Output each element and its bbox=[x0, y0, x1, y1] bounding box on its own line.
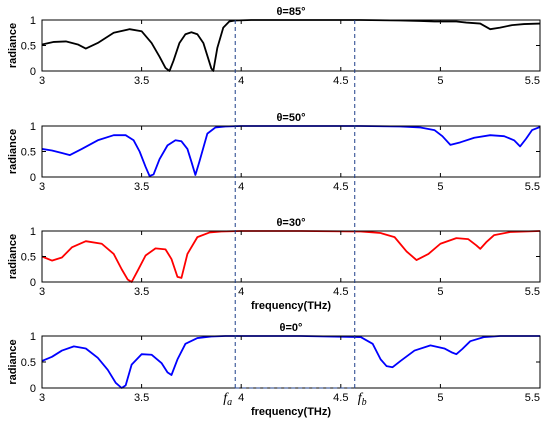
panel-1: 3 3.5 4 4.5 5 5.5 0 0.5 1 radiance θ=85° bbox=[7, 6, 541, 87]
panel-title: θ=85° bbox=[276, 6, 305, 18]
y-axis-label: radiance bbox=[7, 234, 19, 279]
y-axis-label: radiance bbox=[7, 129, 19, 174]
y-tick-label: 0.5 bbox=[21, 357, 36, 369]
x-tick-label: 3 bbox=[39, 75, 45, 87]
radiance-curve bbox=[41, 335, 540, 389]
x-tick-label: 3.5 bbox=[134, 392, 149, 404]
y-tick-label: 1 bbox=[30, 15, 36, 27]
x-tick-label: 4 bbox=[238, 392, 244, 404]
y-tick-label: 1 bbox=[30, 331, 36, 343]
plot-frame bbox=[41, 19, 541, 72]
y-tick-label: 0.5 bbox=[21, 147, 36, 159]
y-tick-label: 0 bbox=[30, 66, 36, 78]
chart-panels: 3 3.5 4 4.5 5 5.5 0 0.5 1 radiance θ=85° 3 3.5 4 4.5 5 5… bbox=[7, 6, 541, 418]
y-tick-label: 1 bbox=[30, 226, 36, 238]
x-tick-label: 4.5 bbox=[333, 392, 348, 404]
panel-4: 3 3.5 4 4.5 5 5.5 0 0.5 1 radiance θ=0° frequency(T… bbox=[7, 322, 541, 418]
y-axis-label: radiance bbox=[7, 23, 19, 68]
y-tick-label: 0.5 bbox=[21, 41, 36, 53]
x-tick-label: 3.5 bbox=[134, 286, 149, 298]
x-axis-label: frequency(THz) bbox=[251, 300, 331, 312]
frequency-markers: fa fb bbox=[223, 20, 367, 408]
x-tick-label: 5.5 bbox=[525, 392, 540, 404]
x-tick-label: 3 bbox=[39, 286, 45, 298]
x-tick-label: 5 bbox=[437, 181, 443, 193]
y-axis-label: radiance bbox=[7, 339, 19, 384]
panel-title: θ=50° bbox=[276, 112, 305, 124]
x-tick-label: 4 bbox=[238, 75, 244, 87]
radiance-curve bbox=[41, 125, 541, 177]
x-axis-label: frequency(THz) bbox=[251, 406, 331, 418]
x-tick-label: 4.5 bbox=[333, 181, 348, 193]
plot-frame bbox=[41, 335, 541, 389]
radiance-curve bbox=[41, 19, 541, 72]
fb-label: fb bbox=[358, 391, 367, 408]
x-tick-label: 4 bbox=[238, 286, 244, 298]
x-tick-label: 3.5 bbox=[134, 181, 149, 193]
x-tick-label: 5 bbox=[437, 392, 443, 404]
x-tick-label: 3.5 bbox=[134, 75, 149, 87]
x-tick-label: 4.5 bbox=[333, 75, 348, 87]
y-tick-label: 1 bbox=[30, 121, 36, 133]
x-tick-label: 4 bbox=[238, 181, 244, 193]
x-tick-label: 5.5 bbox=[525, 286, 540, 298]
x-tick-label: 3 bbox=[39, 181, 45, 193]
x-tick-label: 5.5 bbox=[525, 75, 540, 87]
x-tick-label: 5.5 bbox=[525, 181, 540, 193]
panel-title: θ=30° bbox=[276, 217, 305, 229]
y-tick-label: 0 bbox=[30, 383, 36, 395]
panel-2: 3 3.5 4 4.5 5 5.5 0 0.5 1 radiance θ=50° bbox=[7, 112, 541, 193]
x-tick-label: 5 bbox=[437, 286, 443, 298]
panel-title: θ=0° bbox=[280, 322, 303, 334]
x-tick-label: 3 bbox=[39, 392, 45, 404]
fa-label: fa bbox=[223, 391, 232, 408]
x-tick-label: 5 bbox=[437, 75, 443, 87]
plot-frame bbox=[41, 125, 541, 178]
y-tick-label: 0 bbox=[30, 277, 36, 289]
panel-3: 3 3.5 4 4.5 5 5.5 0 0.5 1 radiance θ=30° frequency(… bbox=[7, 217, 541, 312]
x-tick-label: 4.5 bbox=[333, 286, 348, 298]
y-tick-label: 0 bbox=[30, 172, 36, 184]
y-tick-label: 0.5 bbox=[21, 252, 36, 264]
radiance-curve bbox=[41, 230, 541, 283]
